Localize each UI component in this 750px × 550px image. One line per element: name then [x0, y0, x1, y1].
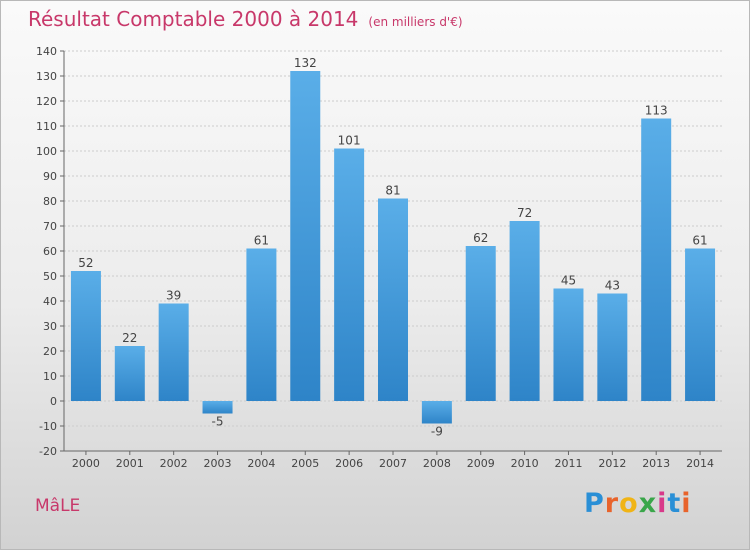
y-tick-label: 30	[43, 320, 57, 333]
x-tick-label: 2007	[379, 457, 407, 470]
y-tick-label: 110	[36, 120, 57, 133]
x-tick-label: 2004	[247, 457, 275, 470]
data-label-2011: 45	[561, 274, 576, 288]
y-tick-label: 20	[43, 345, 57, 358]
x-tick-label: 2012	[598, 457, 626, 470]
bar-2006	[334, 148, 365, 401]
chart-title: Résultat Comptable 2000 à 2014 (en millie…	[28, 7, 463, 31]
bar-2013	[641, 118, 672, 401]
y-tick-label: 60	[43, 245, 57, 258]
logo-letter: i	[657, 488, 668, 519]
x-tick-label: 2014	[686, 457, 714, 470]
bar-2008	[421, 401, 452, 424]
x-tick-label: 2002	[160, 457, 188, 470]
y-tick-label: 10	[43, 370, 57, 383]
bar-2000	[70, 271, 101, 401]
bar-2011	[553, 288, 584, 401]
x-tick-label: 2011	[554, 457, 582, 470]
y-tick-label: 0	[50, 395, 57, 408]
y-tick-label: 80	[43, 195, 57, 208]
logo-letter: P	[584, 488, 605, 519]
y-tick-label: 40	[43, 295, 57, 308]
bar-2002	[158, 303, 189, 401]
y-tick-label: 70	[43, 220, 57, 233]
y-tick-label: 50	[43, 270, 57, 283]
y-tick-label: -20	[39, 445, 57, 458]
x-tick-label: 2005	[291, 457, 319, 470]
chart-subtitle: (en milliers d'€)	[368, 15, 463, 29]
y-tick-label: 120	[36, 95, 57, 108]
logo-letter: o	[619, 488, 639, 519]
commune-name: MâLE	[35, 496, 81, 516]
bar-2003	[202, 401, 233, 414]
bar-2004	[246, 248, 277, 401]
data-label-2004: 61	[254, 234, 269, 248]
x-tick-label: 2003	[204, 457, 232, 470]
y-tick-label: 130	[36, 70, 57, 83]
y-tick-label: 90	[43, 170, 57, 183]
x-tick-label: 2009	[467, 457, 495, 470]
chart-title-main: Résultat Comptable 2000 à 2014	[28, 7, 359, 31]
x-tick-label: 2006	[335, 457, 363, 470]
x-tick-label: 2001	[116, 457, 144, 470]
logo-letter: i	[681, 488, 692, 519]
data-label-2010: 72	[517, 206, 532, 220]
data-label-2001: 22	[122, 331, 137, 345]
y-tick-label: -10	[39, 420, 57, 433]
data-label-2007: 81	[385, 184, 400, 198]
logo-letter: t	[667, 488, 682, 519]
bar-2001	[114, 346, 145, 401]
data-label-2013: 113	[645, 104, 668, 118]
bar-2009	[465, 246, 496, 401]
logo-letter: x	[638, 488, 658, 519]
x-tick-label: 2000	[72, 457, 100, 470]
data-label-2014: 61	[692, 234, 707, 248]
logo-letter: r	[604, 488, 620, 519]
bar-2014	[685, 248, 716, 401]
bar-2010	[509, 221, 540, 401]
data-label-2008: -9	[431, 425, 443, 439]
data-label-2003: -5	[212, 415, 224, 429]
proxiti-logo: Proxiti	[584, 488, 692, 519]
data-label-2012: 43	[605, 279, 620, 293]
x-tick-label: 2013	[642, 457, 670, 470]
x-tick-label: 2010	[511, 457, 539, 470]
data-label-2009: 62	[473, 231, 488, 245]
x-tick-label: 2008	[423, 457, 451, 470]
data-label-2002: 39	[166, 289, 181, 303]
bar-2012	[597, 293, 628, 401]
bar-2005	[290, 71, 321, 401]
y-tick-label: 100	[36, 145, 57, 158]
data-label-2005: 132	[294, 56, 317, 70]
y-tick-label: 140	[36, 45, 57, 58]
bar-2007	[378, 198, 408, 401]
data-label-2000: 52	[78, 256, 93, 270]
data-label-2006: 101	[338, 134, 361, 148]
